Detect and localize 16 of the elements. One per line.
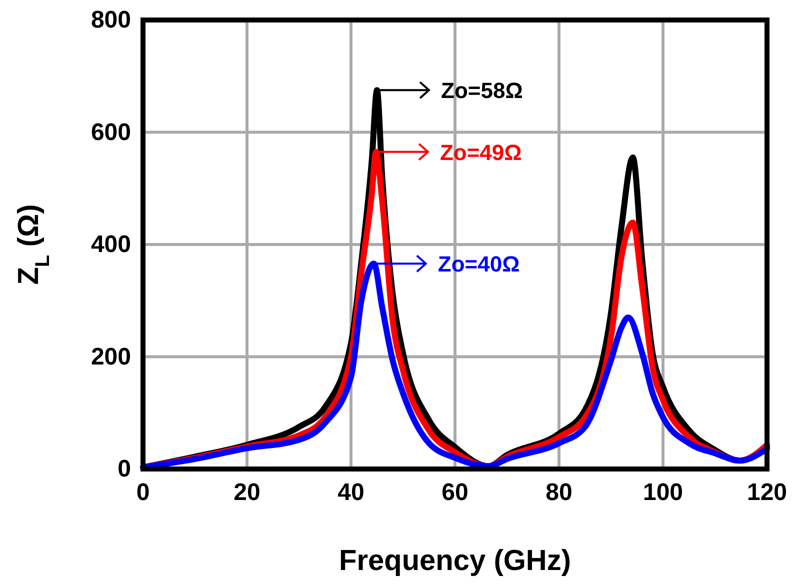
annotation: Zo=49Ω [440,140,522,165]
x-tick-label: 100 [642,479,684,506]
y-tick-label: 600 [90,118,131,146]
x-tick-label: 0 [136,479,150,506]
x-tick-label: 60 [442,479,468,506]
annotation: Zo=40Ω [438,252,520,277]
x-tick-label: 80 [546,479,572,506]
annotation: Zo=58Ω [441,78,523,104]
y-tick-label: 200 [90,343,131,370]
y-tick-label: 800 [90,6,131,34]
y-tick-label: 400 [90,231,131,258]
x-tick-label: 120 [746,479,788,506]
y-tick-label: 0 [118,456,131,483]
x-tick-label: 40 [338,479,364,506]
x-axis-title: Frequency (GHz) [338,545,572,577]
x-tick-label: 20 [234,479,260,506]
